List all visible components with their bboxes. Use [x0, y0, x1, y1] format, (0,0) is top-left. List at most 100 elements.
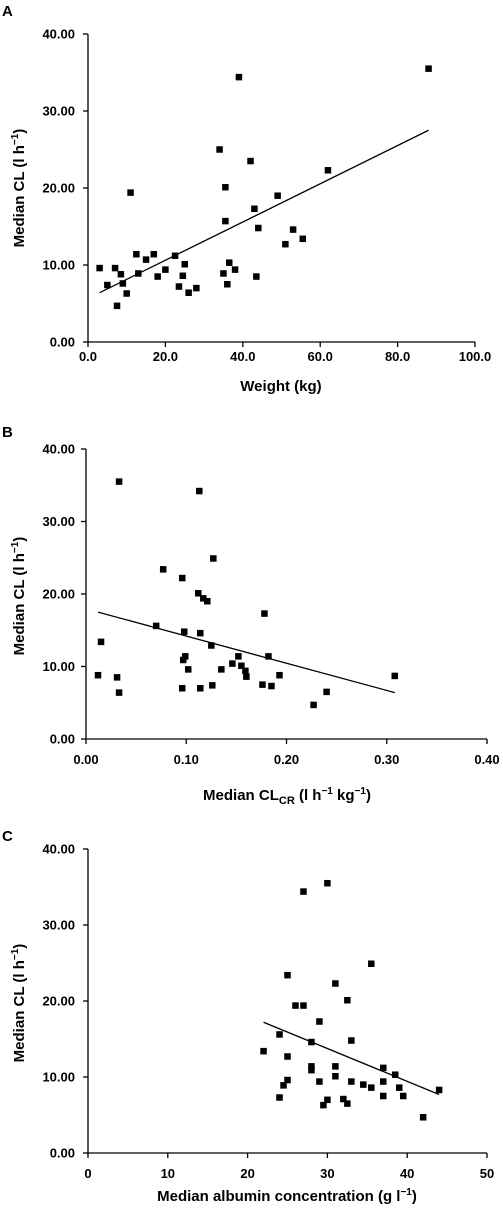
panel-c-y-title-end: ) — [11, 944, 28, 949]
panel-a-data-point — [185, 289, 192, 296]
panel-c-data-point — [276, 1094, 283, 1101]
panel-c-data-point — [399, 1092, 407, 1100]
panel-a-x-tick-label: 20.0 — [153, 349, 178, 364]
panel-c: C 0 10 20 30 40 50 0.00 10.00 20.00 30.00 40.00 M… — [2, 828, 494, 1205]
panel-c-data-point — [300, 1002, 307, 1009]
panel-a-data-point — [224, 281, 231, 288]
panel-a-y-axis-title: Median CL (l h−1) — [10, 129, 28, 248]
panel-b-x-tick-label: 0.00 — [73, 752, 98, 767]
panel-a-data-point — [133, 250, 140, 258]
panel-b-data-point — [115, 689, 123, 696]
panel-b-data-point — [209, 682, 216, 689]
panel-b-label: B — [2, 424, 13, 441]
panel-a-data-point — [111, 264, 119, 272]
panel-c-y-tick-label: 20.00 — [42, 994, 75, 1009]
panel-b-x-tick-label: 0.40 — [474, 752, 499, 767]
panel-b-data-point — [197, 685, 204, 692]
panel-b-data-point — [261, 610, 268, 617]
panel-a-x-tick-label: 40.0 — [230, 349, 255, 364]
panel-a-y-tick-label: 10.00 — [42, 258, 75, 273]
panel-c-y-tick-label: 0.00 — [50, 1146, 75, 1161]
panel-c-data-point — [308, 1063, 315, 1070]
panel-a-y-tick-label: 20.00 — [42, 181, 75, 196]
panel-c-data-point — [308, 1066, 315, 1074]
panel-c-data-point — [280, 1082, 287, 1089]
panel-c-data-point — [419, 1114, 427, 1121]
panel-b-data-point — [208, 642, 215, 649]
panel-b-y-tick-label: 30.00 — [42, 514, 75, 529]
panel-b-x-title-end: ) — [366, 787, 371, 804]
panel-b-data-point — [391, 672, 399, 680]
panel-c-data-point — [324, 1096, 331, 1104]
panel-b-y-ticks: 0.00 10.00 20.00 30.00 40.00 — [42, 442, 86, 747]
panel-c-data-point — [344, 1100, 351, 1107]
panel-c-x-tick-label: 40 — [400, 1166, 414, 1181]
panel-c-data-point — [284, 1076, 291, 1084]
panel-b-data-point — [259, 681, 266, 688]
panel-b-data-point — [197, 629, 204, 637]
panel-a-data-point — [216, 146, 223, 153]
panel-a-y-title-main: Median CL (l h — [11, 145, 28, 247]
panel-a-x-tick-label: 100.0 — [459, 349, 492, 364]
panel-c-x-tick-label: 20 — [240, 1166, 254, 1181]
panel-b-x-axis-title: Median CLCR (l h−1 kg−1) — [203, 786, 371, 807]
panel-a-data-point — [235, 73, 243, 81]
panel-b-data-point — [152, 622, 160, 630]
panel-c-data-point — [332, 1063, 339, 1070]
panel-b-data-point — [94, 671, 102, 679]
panel-c-data-point — [368, 960, 375, 968]
panel-b-x-title-sup2: −1 — [355, 786, 367, 797]
panel-a-x-ticks: 0.0 20.0 40.0 60.0 80.0 100.0 — [79, 342, 491, 364]
panel-c-data-point — [260, 1047, 267, 1055]
panel-b: B 0.00 0.10 0.20 0.30 0.40 0.00 10.00 20.00 30.… — [2, 424, 500, 807]
panel-b-x-title-rest: (l h — [295, 787, 322, 804]
panel-b-y-tick-label: 40.00 — [42, 442, 75, 457]
panel-b-x-title-sup1: −1 — [321, 786, 333, 797]
panel-a-data-point — [425, 65, 432, 72]
panel-c-y-title-sup: −1 — [10, 948, 21, 960]
panel-c-data-point — [284, 1053, 291, 1060]
panel-c-x-tick-label: 10 — [161, 1166, 175, 1181]
panel-b-data-point — [185, 666, 192, 673]
panel-a-data-point — [104, 281, 111, 289]
panel-c-x-tick-label: 50 — [480, 1166, 494, 1181]
panel-c-x-title-end: ) — [412, 1188, 417, 1205]
panel-a-data-point — [299, 235, 307, 243]
panel-c-data-point — [324, 879, 331, 887]
panel-b-y-title-sup: −1 — [10, 541, 21, 553]
panel-b-data-point — [265, 653, 272, 660]
panel-a-data-point — [175, 283, 183, 290]
panel-a-label: A — [2, 3, 13, 20]
panel-c-x-title-sup: −1 — [400, 1187, 412, 1198]
panel-c-data-point — [316, 1078, 323, 1085]
panel-a-y-tick-label: 40.00 — [42, 27, 75, 42]
panel-c-y-ticks: 0.00 10.00 20.00 30.00 40.00 — [42, 842, 88, 1161]
panel-b-data-point — [178, 574, 186, 582]
panel-c-points — [260, 879, 443, 1121]
panel-b-data-point — [200, 595, 207, 602]
panel-b-x-tick-label: 0.10 — [174, 752, 199, 767]
panel-a-data-point — [220, 270, 227, 277]
panel-b-data-point — [97, 638, 105, 646]
panel-a-y-title-sup: −1 — [10, 133, 21, 145]
panel-a-data-point — [181, 260, 188, 268]
panel-c-x-tick-label: 0 — [84, 1166, 91, 1181]
panel-a-data-point — [142, 256, 150, 263]
panel-b-y-title-main: Median CL (l h — [11, 553, 28, 655]
panel-c-data-point — [344, 996, 351, 1004]
panel-c-data-point — [348, 1037, 355, 1044]
panel-c-y-tick-label: 30.00 — [42, 918, 75, 933]
panel-c-y-title-main: Median CL (l h — [11, 960, 28, 1062]
panel-a-data-point — [274, 192, 281, 199]
panel-c-data-point — [348, 1078, 355, 1085]
panel-c-data-point — [284, 971, 291, 979]
panel-b-data-point — [323, 688, 330, 696]
panel-c-data-point — [276, 1031, 283, 1038]
panel-b-x-title-main: Median CL — [203, 787, 279, 804]
panel-a-data-point — [154, 273, 161, 280]
panel-c-data-point — [380, 1092, 387, 1100]
panel-b-x-title-sub: CR — [279, 795, 295, 807]
panel-b-y-tick-label: 20.00 — [42, 587, 75, 602]
panel-a-x-tick-label: 80.0 — [385, 349, 410, 364]
